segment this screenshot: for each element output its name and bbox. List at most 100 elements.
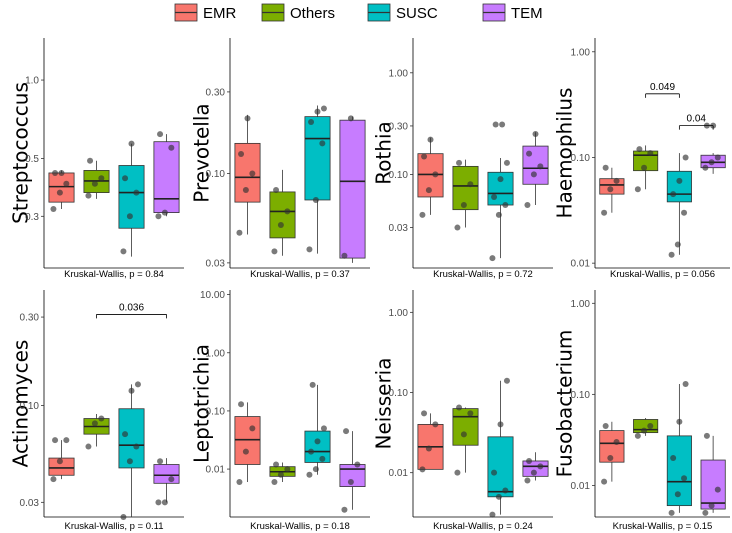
- y-tick-label: 1.0: [25, 76, 39, 87]
- y-axis-title: Leptotrichia: [190, 344, 214, 463]
- box-others: [83, 157, 110, 199]
- y-tick-label: 0.10: [206, 169, 226, 180]
- data-point: [249, 425, 256, 432]
- data-point: [134, 381, 141, 388]
- bracket-p-value: 0.036: [119, 302, 144, 313]
- panel-haemophilus: Haemophilus 0.01 0.10 1.00 0.049 0.04 Kruskal-…: [553, 38, 730, 280]
- box-body: [339, 464, 366, 487]
- data-point: [236, 229, 243, 236]
- data-point: [157, 131, 164, 138]
- box-body: [118, 408, 145, 469]
- y-tick-label: 0.01: [571, 259, 591, 270]
- legend-label: SUSC: [396, 5, 438, 22]
- data-point: [714, 154, 721, 161]
- box-others: [633, 145, 659, 193]
- legend-label: Others: [290, 5, 335, 22]
- data-point: [308, 119, 315, 126]
- y-tick-label: 0.10: [389, 170, 409, 181]
- data-point: [526, 150, 533, 157]
- panel-leptotrichia: Leptotrichia 0.01 0.10 1.00 10.00 Kruskal-Wal…: [190, 290, 370, 532]
- y-tick-label: 0.03: [20, 498, 40, 509]
- box-susc: [487, 377, 514, 518]
- y-axis-title: Rothia: [372, 121, 396, 185]
- y-tick-label: 0.01: [571, 481, 591, 492]
- data-point: [668, 509, 675, 516]
- data-point: [284, 208, 291, 215]
- box-body: [153, 464, 180, 484]
- box-others: [452, 404, 479, 476]
- data-point: [456, 404, 463, 411]
- bracket-p-value: 0.049: [650, 82, 675, 93]
- data-point: [120, 514, 127, 520]
- data-point: [85, 192, 92, 199]
- y-tick-label: 0.10: [571, 390, 591, 401]
- data-point: [454, 469, 461, 476]
- box-tem: [339, 115, 366, 263]
- legend-item-tem: TEM: [482, 3, 543, 22]
- data-point: [674, 241, 681, 248]
- box-emr: [234, 401, 261, 485]
- data-point: [489, 255, 496, 262]
- box-body: [666, 170, 692, 203]
- data-point: [634, 432, 641, 439]
- panel-neisseria: Neisseria 0.01 0.10 1.00 Kruskal-Wallis, p =…: [372, 290, 553, 532]
- data-point: [491, 193, 498, 200]
- box-emr: [599, 421, 625, 485]
- box-susc: [666, 153, 692, 258]
- data-point: [63, 437, 70, 444]
- data-point: [308, 448, 315, 455]
- box-body: [234, 416, 261, 465]
- data-point: [602, 422, 609, 429]
- comparison-bracket: 0.04: [678, 114, 714, 130]
- data-point: [58, 169, 65, 176]
- data-point: [524, 477, 531, 484]
- box-emr: [417, 136, 444, 218]
- data-point: [703, 432, 710, 439]
- box-tem: [700, 432, 726, 516]
- y-tick-label: 10.00: [200, 290, 225, 301]
- data-point: [492, 121, 499, 128]
- y-axis-title: Prevotella: [190, 103, 214, 202]
- data-point: [530, 469, 537, 476]
- data-point: [161, 209, 168, 216]
- y-tick-label: 0.10: [20, 401, 40, 412]
- data-point: [126, 458, 133, 465]
- box-tem: [339, 428, 366, 513]
- data-point: [425, 445, 432, 452]
- data-point: [502, 487, 509, 494]
- data-point: [168, 144, 175, 151]
- y-tick-label: 0.5: [25, 154, 39, 165]
- data-point: [495, 493, 502, 500]
- panel-rothia: Rothia 0.03 0.10 0.30 1.00 Kruskal-Wallis, p …: [372, 38, 553, 280]
- data-point: [641, 427, 648, 434]
- data-point: [306, 471, 313, 478]
- data-point: [312, 196, 319, 203]
- panel-prevotella: Prevotella 0.03 0.10 0.30 Kruskal-Wallis, p …: [190, 38, 370, 280]
- legend-item-susc: SUSC: [367, 3, 438, 22]
- data-point: [133, 189, 140, 196]
- data-point: [85, 443, 92, 450]
- data-point: [613, 438, 620, 445]
- data-point: [530, 171, 537, 178]
- box-emr: [48, 437, 75, 483]
- data-point: [634, 186, 641, 193]
- y-tick-label: 0.3: [25, 212, 39, 223]
- box-tem: [700, 122, 726, 174]
- data-point: [601, 209, 608, 216]
- data-point: [497, 421, 504, 428]
- box-body: [522, 145, 549, 185]
- data-point: [708, 502, 715, 509]
- data-point: [432, 171, 439, 178]
- data-point: [427, 136, 434, 143]
- y-tick-label: 0.01: [389, 468, 409, 479]
- box-susc: [118, 381, 145, 520]
- box-body: [48, 457, 75, 476]
- data-point: [460, 431, 467, 438]
- box-body: [700, 459, 726, 510]
- data-point: [314, 108, 321, 115]
- data-point: [524, 202, 531, 209]
- stat-label: Kruskal-Wallis, p = 0.72: [433, 269, 533, 280]
- box-others: [452, 159, 479, 231]
- data-point: [489, 511, 496, 518]
